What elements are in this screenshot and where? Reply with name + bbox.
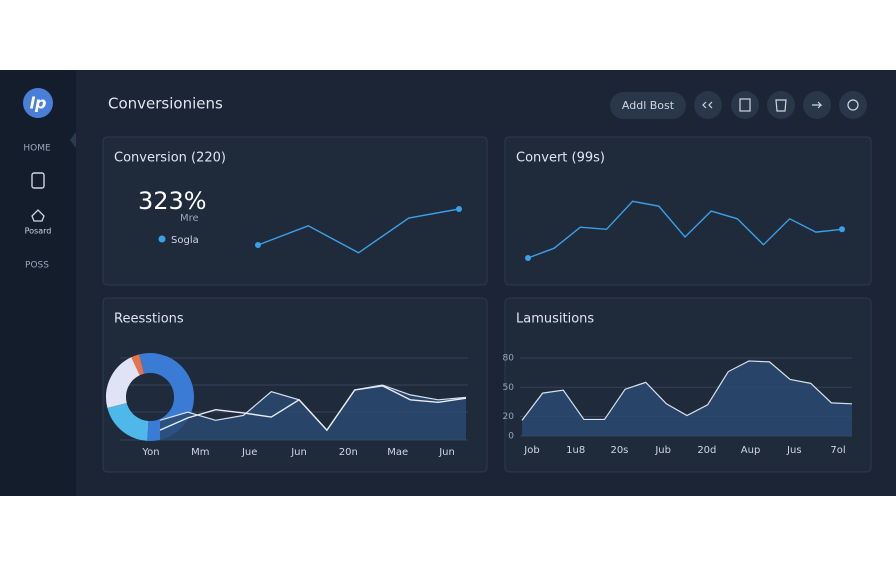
- icon-button[interactable]: [767, 91, 795, 119]
- line: [257, 208, 460, 254]
- y-tick-label: 80: [503, 354, 515, 364]
- x-tick-label: Mae: [387, 447, 408, 458]
- x-tick-label: Jun: [290, 447, 307, 458]
- area: [522, 360, 852, 436]
- point: [456, 206, 462, 212]
- icon-button[interactable]: [694, 91, 722, 119]
- panel: [504, 136, 872, 286]
- icon-button[interactable]: [839, 91, 867, 119]
- x-tick-label: Jun: [438, 447, 455, 458]
- area: [160, 385, 466, 440]
- x-tick-label: Jue: [241, 447, 257, 458]
- panel-title: Convert (99s): [516, 151, 605, 166]
- icon: [812, 101, 823, 109]
- line: [527, 200, 843, 259]
- y-tick-label: 0: [508, 432, 514, 442]
- nav-icon[interactable]: [31, 172, 45, 189]
- x-tick-label: 20n: [339, 447, 358, 458]
- nav-item[interactable]: Posard: [25, 227, 52, 236]
- donut-segment: [106, 357, 141, 408]
- point: [525, 255, 531, 261]
- y-tick-label: 50: [503, 383, 515, 393]
- area-line: [521, 360, 853, 421]
- panel-title: Lamusitions: [516, 312, 594, 327]
- x-tick-label: Aup: [741, 445, 761, 456]
- x-tick-label: Jus: [786, 445, 802, 456]
- icon-button[interactable]: [731, 91, 759, 119]
- page-title: Conversioniens: [108, 95, 223, 113]
- stat-note: Mre: [180, 213, 199, 224]
- x-tick-label: 20s: [610, 445, 628, 456]
- icon: [775, 99, 787, 112]
- x-tick-label: Yon: [141, 447, 159, 458]
- button-label: Addl Bost: [622, 99, 675, 112]
- logo-text: lp: [30, 94, 47, 113]
- panel-title: Reesstions: [114, 312, 184, 327]
- icon: [739, 98, 751, 112]
- icon: [847, 99, 859, 111]
- nav-item[interactable]: HOME: [23, 144, 51, 154]
- nav-icon[interactable]: [31, 209, 45, 222]
- stat: 323%: [138, 187, 207, 215]
- y-tick-label: 20: [503, 412, 515, 422]
- nav-pointer: [70, 132, 76, 148]
- point: [839, 226, 845, 233]
- legend-dot: [158, 235, 166, 243]
- x-tick-label: Jub: [654, 445, 671, 456]
- x-tick-label: 20d: [697, 445, 716, 456]
- sidebar: [0, 70, 76, 496]
- button[interactable]: [610, 92, 686, 119]
- x-tick-label: 7ol: [830, 445, 845, 456]
- donut-segment: [131, 354, 145, 376]
- icon: [702, 101, 713, 109]
- x-tick-label: 1u8: [566, 445, 585, 456]
- logo[interactable]: [23, 88, 53, 118]
- x-tick-label: Mm: [191, 447, 209, 458]
- panel-title: Conversion (220): [114, 151, 226, 166]
- line: [159, 385, 467, 432]
- x-tick-label: Job: [523, 445, 539, 456]
- panel: [102, 136, 488, 286]
- donut-segment: [107, 402, 150, 441]
- nav-item[interactable]: POSS: [25, 261, 49, 271]
- point: [255, 242, 261, 248]
- legend-label: Sogla: [171, 235, 199, 246]
